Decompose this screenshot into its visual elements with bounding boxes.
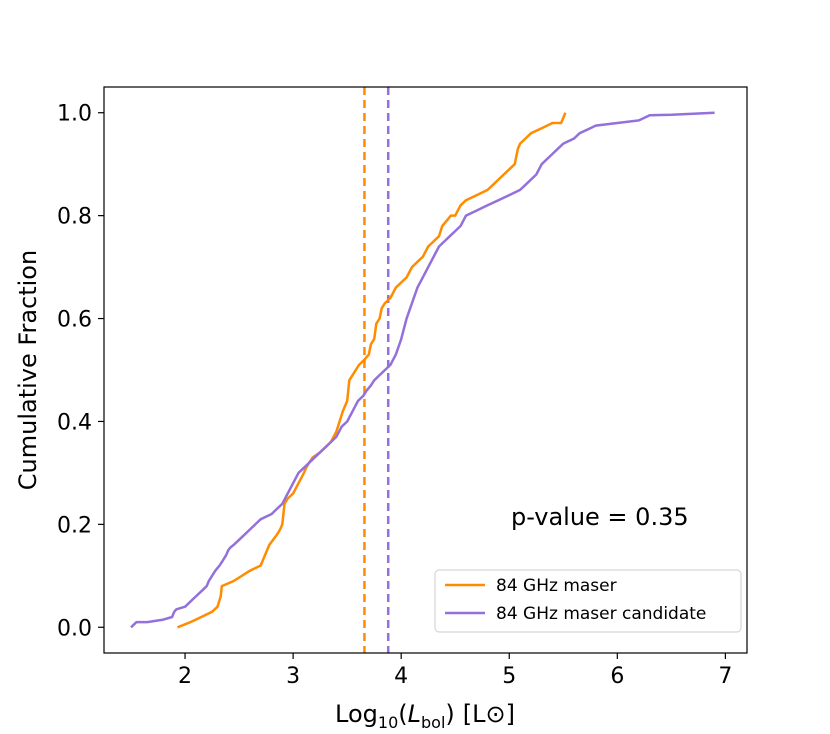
p-value-annotation: p-value = 0.35	[511, 503, 689, 531]
y-tick-label: 0.0	[57, 616, 92, 641]
x-tick-label: 7	[718, 664, 732, 689]
median-lines	[363, 87, 390, 653]
legend-box	[434, 569, 742, 633]
series-line-1	[130, 111, 715, 629]
y-tick-label: 1.0	[57, 102, 92, 127]
y-tick-label: 0.6	[57, 308, 92, 333]
x-tick-label: 4	[394, 664, 408, 689]
y-tick-label: 0.2	[57, 513, 92, 538]
y-tick-label: 0.8	[57, 205, 92, 230]
plot-frame	[103, 86, 748, 654]
x-tick-label: 2	[178, 664, 192, 689]
series-lines	[130, 111, 715, 629]
x-tick-label: 6	[610, 664, 624, 689]
legend-label-candidate: 84 GHz maser candidate	[496, 604, 706, 624]
legend-label-maser: 84 GHz maser	[496, 576, 617, 596]
y-tick-label: 0.4	[57, 410, 92, 435]
axis-ticks: 2 3 4 5 6 7 0.0 0.2 0.4 0.6 0.8 1.0	[57, 102, 732, 689]
series-line-0	[177, 112, 567, 629]
y-axis-label: Cumulative Fraction	[14, 250, 42, 490]
x-tick-label: 5	[502, 664, 516, 689]
x-tick-label: 3	[286, 664, 300, 689]
legend: 84 GHz maser 84 GHz maser candidate	[434, 569, 742, 633]
x-axis-label: Log10(Lbol) [L⊙]	[335, 700, 515, 732]
